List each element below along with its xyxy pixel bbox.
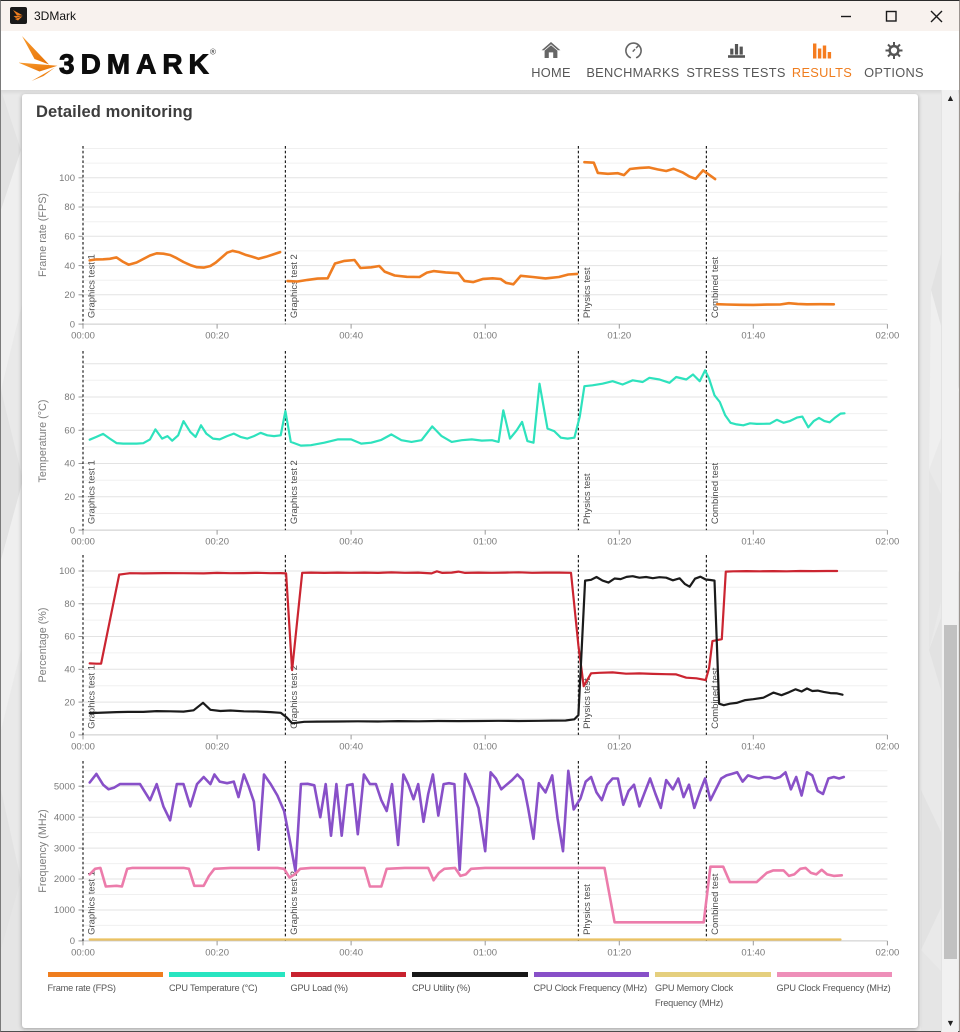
svg-text:3DMARK: 3DMARK bbox=[59, 49, 215, 80]
svg-text:®: ® bbox=[210, 48, 216, 57]
